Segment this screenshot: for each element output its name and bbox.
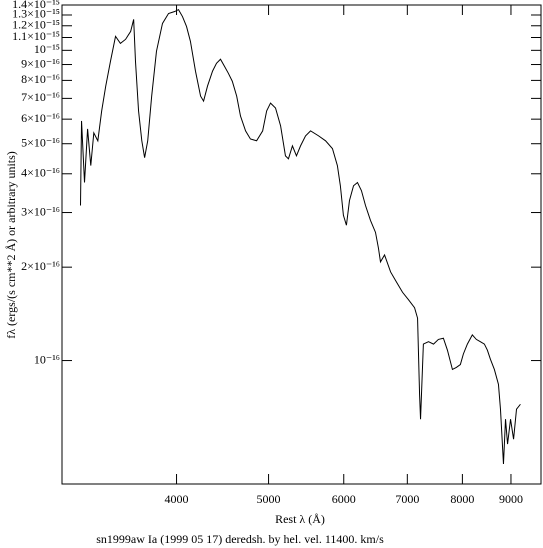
- x-tick-label: 6000: [332, 492, 356, 506]
- y-tick-label: 9×10⁻¹⁶: [21, 56, 60, 70]
- y-tick-label: 6×10⁻¹⁶: [21, 111, 60, 125]
- y-tick-label: 1.4×10⁻¹⁵: [12, 0, 60, 11]
- x-tick-label: 8000: [450, 492, 474, 506]
- y-tick-label: 5×10⁻¹⁶: [21, 135, 60, 149]
- y-tick-label: 1.2×10⁻¹⁵: [12, 18, 60, 32]
- y-tick-label: 4×10⁻¹⁶: [21, 166, 60, 180]
- y-axis-label: fλ (ergs/(s cm**2 Å) or arbitrary units): [4, 151, 18, 339]
- x-tick-label: 4000: [165, 492, 189, 506]
- x-axis-label: Rest λ (Å): [275, 512, 325, 526]
- x-tick-label: 7000: [395, 492, 419, 506]
- y-tick-label: 2×10⁻¹⁶: [21, 259, 60, 273]
- y-tick-label: 10⁻¹⁶: [34, 352, 60, 366]
- y-tick-label: 1.3×10⁻¹⁵: [12, 7, 60, 21]
- chart-title: sn1999aw Ia (1999 05 17) deredsh. by hel…: [96, 532, 384, 546]
- y-tick-label: 10⁻¹⁵: [34, 42, 60, 56]
- x-tick-label: 9000: [499, 492, 523, 506]
- y-tick-label: 3×10⁻¹⁶: [21, 204, 60, 218]
- x-tick-label: 5000: [257, 492, 281, 506]
- y-tick-label: 7×10⁻¹⁶: [21, 90, 60, 104]
- plot-frame: [61, 4, 542, 485]
- y-tick-label: 1.1×10⁻¹⁵: [12, 29, 60, 43]
- spectrum-line: [80, 8, 521, 465]
- y-tick-label: 8×10⁻¹⁶: [21, 72, 60, 86]
